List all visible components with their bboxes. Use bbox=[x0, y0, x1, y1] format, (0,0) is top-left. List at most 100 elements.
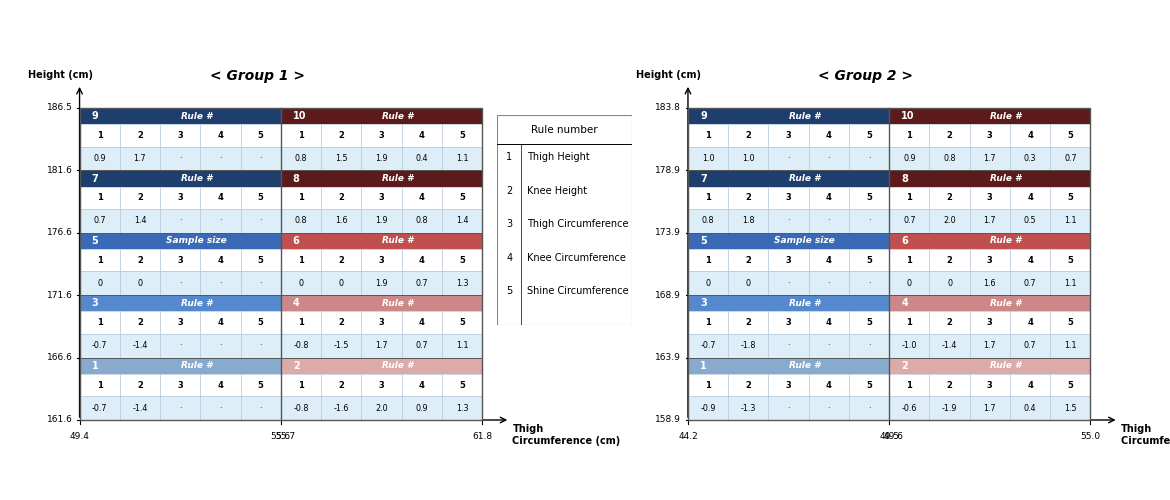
Bar bbox=[80, 312, 119, 334]
Bar bbox=[769, 209, 808, 233]
Text: 5: 5 bbox=[257, 318, 263, 327]
Bar bbox=[728, 374, 769, 396]
Bar bbox=[321, 396, 362, 420]
Bar bbox=[442, 272, 482, 295]
Text: 1.5: 1.5 bbox=[1064, 404, 1076, 412]
Text: -1.8: -1.8 bbox=[741, 341, 756, 350]
Text: 3: 3 bbox=[987, 380, 992, 390]
Text: ·: · bbox=[827, 404, 830, 412]
Bar bbox=[970, 249, 1010, 272]
Text: Rule #: Rule # bbox=[381, 361, 413, 370]
Bar bbox=[442, 374, 482, 396]
Text: < Group 2 >: < Group 2 > bbox=[818, 69, 914, 83]
Text: 4: 4 bbox=[1027, 318, 1033, 327]
Bar bbox=[80, 358, 281, 420]
Text: ·: · bbox=[179, 341, 181, 350]
Text: 168.9: 168.9 bbox=[655, 290, 681, 300]
Text: 3: 3 bbox=[379, 256, 384, 265]
Text: 173.9: 173.9 bbox=[655, 228, 681, 237]
Text: 4: 4 bbox=[218, 256, 223, 265]
Bar bbox=[929, 209, 970, 233]
Text: 3: 3 bbox=[786, 131, 791, 140]
Bar bbox=[362, 374, 401, 396]
Bar bbox=[1051, 146, 1090, 171]
Text: ·: · bbox=[219, 279, 221, 288]
Text: ·: · bbox=[868, 404, 870, 412]
Text: 0.3: 0.3 bbox=[1024, 154, 1037, 163]
Bar bbox=[442, 146, 482, 171]
Text: ·: · bbox=[787, 216, 790, 226]
Bar bbox=[688, 374, 728, 396]
Text: 2: 2 bbox=[745, 131, 751, 140]
Text: ·: · bbox=[787, 341, 790, 350]
Text: 4: 4 bbox=[1027, 256, 1033, 265]
Text: 5: 5 bbox=[866, 131, 872, 140]
Text: -1.9: -1.9 bbox=[942, 404, 957, 412]
Text: 5: 5 bbox=[257, 380, 263, 390]
Bar bbox=[688, 272, 728, 295]
Bar bbox=[80, 334, 119, 357]
Bar bbox=[442, 186, 482, 209]
Text: 181.6: 181.6 bbox=[47, 166, 73, 175]
Bar bbox=[281, 233, 482, 295]
Bar bbox=[119, 249, 160, 272]
Bar bbox=[889, 124, 929, 146]
Text: 1: 1 bbox=[298, 318, 304, 327]
Text: Thigh
Circumference (cm): Thigh Circumference (cm) bbox=[1121, 424, 1170, 446]
Bar bbox=[321, 146, 362, 171]
Text: ·: · bbox=[260, 279, 262, 288]
Bar bbox=[808, 124, 849, 146]
Text: -1.5: -1.5 bbox=[333, 341, 349, 350]
Text: 5: 5 bbox=[1067, 131, 1073, 140]
Bar bbox=[442, 312, 482, 334]
Text: 2: 2 bbox=[338, 194, 344, 202]
Text: 8: 8 bbox=[292, 174, 300, 184]
Text: 0.8: 0.8 bbox=[295, 154, 308, 163]
Text: 5: 5 bbox=[459, 380, 464, 390]
Bar bbox=[401, 272, 442, 295]
Bar bbox=[80, 233, 281, 295]
Bar bbox=[889, 374, 929, 396]
Text: ·: · bbox=[179, 404, 181, 412]
Bar bbox=[808, 186, 849, 209]
Bar bbox=[688, 295, 889, 312]
Text: 2: 2 bbox=[292, 360, 300, 370]
Text: -1.4: -1.4 bbox=[132, 341, 147, 350]
Bar bbox=[889, 334, 929, 357]
Bar bbox=[80, 186, 119, 209]
Text: 1.7: 1.7 bbox=[984, 216, 996, 226]
Bar bbox=[80, 358, 281, 374]
Bar bbox=[1051, 312, 1090, 334]
Text: 2: 2 bbox=[745, 318, 751, 327]
Bar bbox=[688, 186, 728, 209]
Text: 2: 2 bbox=[745, 256, 751, 265]
Bar bbox=[401, 374, 442, 396]
Text: 0.7: 0.7 bbox=[903, 216, 916, 226]
Text: 3: 3 bbox=[987, 318, 992, 327]
Text: 1: 1 bbox=[907, 256, 913, 265]
Bar bbox=[119, 334, 160, 357]
Text: -1.6: -1.6 bbox=[333, 404, 349, 412]
Text: 10: 10 bbox=[901, 111, 915, 121]
Bar bbox=[160, 272, 200, 295]
Text: 9: 9 bbox=[91, 111, 98, 121]
Bar bbox=[728, 124, 769, 146]
Text: Knee Height: Knee Height bbox=[526, 186, 587, 196]
Text: 3: 3 bbox=[786, 380, 791, 390]
Bar bbox=[769, 124, 808, 146]
Bar bbox=[1010, 249, 1051, 272]
Bar bbox=[281, 108, 482, 124]
Text: 1: 1 bbox=[298, 256, 304, 265]
Bar bbox=[1010, 396, 1051, 420]
Text: 4: 4 bbox=[218, 194, 223, 202]
Text: 7: 7 bbox=[91, 174, 98, 184]
Bar bbox=[1051, 396, 1090, 420]
Text: 4: 4 bbox=[218, 131, 223, 140]
Bar bbox=[321, 209, 362, 233]
Text: 1: 1 bbox=[97, 318, 103, 327]
Text: 4: 4 bbox=[292, 298, 300, 308]
Text: 0.8: 0.8 bbox=[702, 216, 715, 226]
Text: ·: · bbox=[868, 341, 870, 350]
Text: 2: 2 bbox=[338, 380, 344, 390]
Text: Rule #: Rule # bbox=[381, 236, 413, 246]
